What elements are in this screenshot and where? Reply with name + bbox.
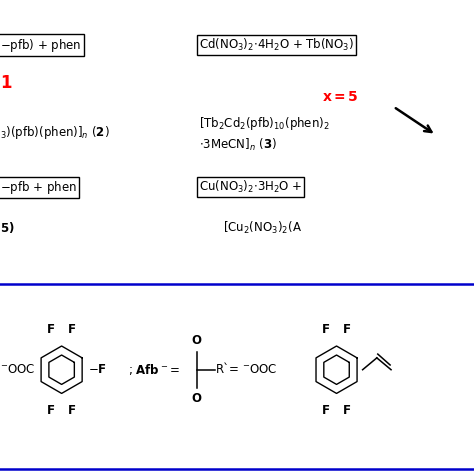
- Text: $_3$)(pfb)(phen)]$_n$ ($\mathbf{2}$): $_3$)(pfb)(phen)]$_n$ ($\mathbf{2}$): [0, 124, 109, 141]
- Text: $^{-}$OOC: $^{-}$OOC: [0, 363, 36, 376]
- Text: $-$pfb) + phen: $-$pfb) + phen: [0, 36, 82, 54]
- Text: $\cdot$3MeCN]$_n$ ($\mathbf{3}$): $\cdot$3MeCN]$_n$ ($\mathbf{3}$): [199, 137, 277, 153]
- Text: $\mathbf{O}$: $\mathbf{O}$: [191, 334, 202, 347]
- Text: ; $\mathbf{Afb}^-\!=\!$: ; $\mathbf{Afb}^-\!=\!$: [128, 362, 180, 377]
- Text: Cd(NO$_3$)$_2$$\cdot$4H$_2$O + Tb(NO$_3$): Cd(NO$_3$)$_2$$\cdot$4H$_2$O + Tb(NO$_3$…: [199, 37, 354, 53]
- Text: F: F: [68, 404, 76, 417]
- Text: $\mathbf{O}$: $\mathbf{O}$: [191, 392, 202, 405]
- Text: $\mathbf{1}$: $\mathbf{1}$: [0, 74, 12, 92]
- Text: Cu(NO$_3$)$_2$$\cdot$3H$_2$O +: Cu(NO$_3$)$_2$$\cdot$3H$_2$O +: [199, 179, 302, 195]
- Text: F: F: [343, 323, 351, 336]
- Text: F: F: [322, 323, 330, 336]
- Text: R`=: R`=: [216, 363, 239, 376]
- Text: [Cu$_2$(NO$_3$)$_2$(A: [Cu$_2$(NO$_3$)$_2$(A: [223, 219, 302, 236]
- Text: [Tb$_2$Cd$_2$(pfb)$_{10}$(phen)$_2$: [Tb$_2$Cd$_2$(pfb)$_{10}$(phen)$_2$: [199, 115, 330, 132]
- Text: $^{-}$OOC: $^{-}$OOC: [242, 363, 277, 376]
- Text: $\mathbf{5}$): $\mathbf{5}$): [0, 220, 15, 235]
- Text: F: F: [322, 404, 330, 417]
- Text: F: F: [343, 404, 351, 417]
- Text: $-$F: $-$F: [88, 363, 107, 376]
- Text: $-$pfb + phen: $-$pfb + phen: [0, 179, 77, 196]
- Text: F: F: [47, 404, 55, 417]
- Text: $\mathbf{x= 5}$: $\mathbf{x= 5}$: [322, 90, 359, 104]
- Text: F: F: [68, 323, 76, 336]
- Text: F: F: [47, 323, 55, 336]
